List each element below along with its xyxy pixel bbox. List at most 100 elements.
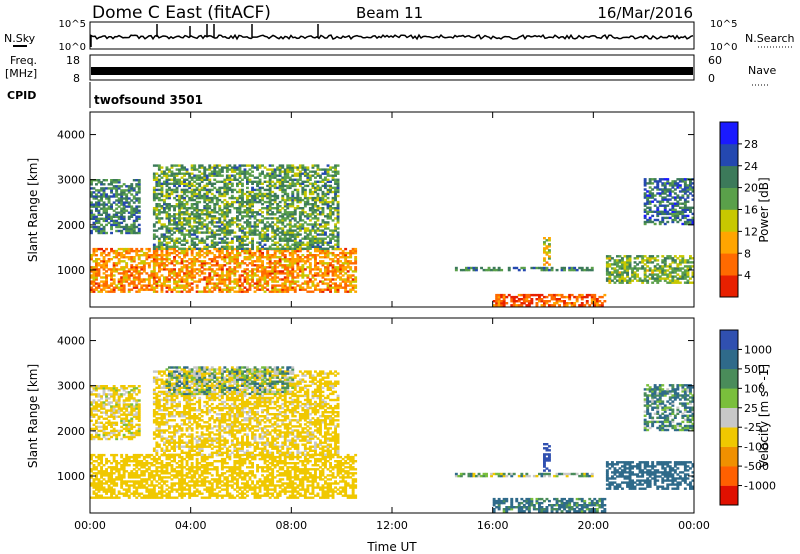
data-cell (314, 262, 317, 265)
data-cell (95, 266, 98, 269)
data-cell (100, 288, 103, 291)
data-cell (326, 223, 330, 226)
data-cell (160, 286, 164, 289)
data-cell (296, 280, 300, 283)
data-cell (225, 170, 229, 173)
data-cell (193, 276, 197, 279)
data-cell (633, 271, 637, 274)
data-cell (100, 189, 103, 192)
data-cell (283, 174, 287, 177)
data-cell (233, 217, 237, 220)
data-cell (115, 468, 119, 471)
data-cell (127, 205, 131, 208)
data-cell (301, 207, 305, 210)
data-cell (183, 286, 186, 289)
data-cell (233, 278, 237, 281)
data-cell (321, 264, 325, 267)
data-cell (165, 268, 169, 271)
data-cell (238, 262, 242, 265)
data-cell (220, 258, 224, 261)
data-cell (236, 282, 239, 285)
data-cell (246, 243, 249, 246)
data-cell (590, 293, 594, 297)
data-cell (263, 227, 267, 230)
data-cell (298, 217, 302, 220)
data-cell (643, 196, 647, 199)
data-cell (110, 288, 113, 291)
data-cell (288, 274, 292, 277)
data-cell (210, 172, 214, 175)
data-cell (115, 251, 119, 255)
power-colorbar-label: Power [dB] (757, 177, 771, 242)
beam-label: Beam 11 (356, 4, 423, 22)
data-cell (324, 241, 327, 244)
data-cell (243, 262, 247, 265)
data-cell (248, 180, 252, 183)
data-cell (238, 209, 242, 212)
colorbar-segment (720, 209, 738, 232)
data-cell (163, 266, 166, 269)
data-cell (311, 254, 315, 257)
data-cell (215, 170, 219, 173)
data-cell (147, 453, 151, 457)
data-cell (203, 168, 207, 171)
data-cell (301, 213, 305, 216)
data-cell (286, 239, 290, 242)
data-cell (115, 179, 119, 182)
data-cell (130, 225, 134, 229)
data-cell (256, 274, 259, 277)
data-cell (95, 476, 98, 479)
data-cell (223, 190, 227, 194)
data-cell (636, 273, 639, 276)
data-cell (203, 286, 207, 289)
data-cell (331, 190, 335, 194)
data-cell (329, 213, 332, 216)
data-cell (105, 490, 108, 493)
data-cell (276, 266, 280, 269)
data-cell (105, 179, 108, 182)
data-cell (160, 205, 164, 208)
data-cell (102, 258, 106, 261)
data-cell (472, 268, 476, 272)
data-cell (661, 204, 665, 207)
data-cell (246, 219, 249, 222)
data-cell (112, 282, 116, 285)
data-cell (560, 295, 564, 299)
data-cell (578, 304, 582, 307)
data-cell (117, 199, 121, 202)
data-cell (220, 186, 224, 190)
data-cell (671, 259, 675, 262)
data-cell (301, 180, 305, 183)
data-cell (334, 164, 337, 167)
data-cell (178, 231, 181, 234)
data-cell (110, 270, 113, 273)
data-cell (314, 247, 317, 251)
data-cell (535, 304, 539, 307)
data-cell (135, 276, 139, 279)
data-cell (268, 186, 272, 190)
data-cell (306, 266, 310, 269)
data-cell (92, 480, 96, 483)
data-cell (130, 460, 134, 463)
data-cell (686, 220, 690, 224)
data-cell (563, 268, 566, 272)
data-cell (623, 271, 627, 274)
data-cell (198, 196, 202, 200)
data-cell (273, 213, 277, 216)
data-cell (215, 172, 219, 175)
data-cell (301, 188, 305, 192)
data-cell (132, 284, 136, 287)
data-cell (354, 251, 358, 255)
data-cell (95, 494, 98, 497)
data-cell (218, 276, 222, 279)
data-cell (276, 225, 280, 228)
data-cell (548, 243, 551, 246)
data-cell (291, 180, 295, 183)
data-cell (273, 168, 277, 171)
data-cell (115, 229, 119, 233)
data-cell (276, 227, 280, 230)
data-cell (173, 274, 176, 277)
data-cell (653, 180, 657, 183)
data-cell (175, 221, 179, 224)
data-cell (173, 256, 176, 259)
